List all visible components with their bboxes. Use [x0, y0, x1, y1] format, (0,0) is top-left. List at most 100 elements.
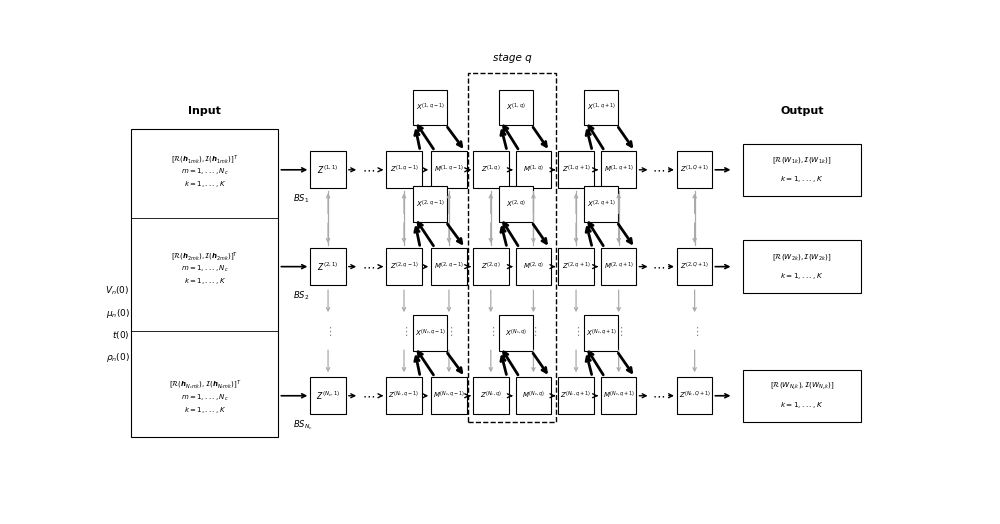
Text: $X^{(2,q-1)}$: $X^{(2,q-1)}$	[416, 199, 445, 210]
Text: $M^{(1,q)}$: $M^{(1,q)}$	[523, 164, 544, 176]
Bar	[431, 377, 467, 414]
Text: $\vdots$: $\vdots$	[572, 325, 580, 337]
Text: $M^{(N_c,q-1)}$: $M^{(N_c,q-1)}$	[433, 390, 465, 401]
Bar	[601, 248, 636, 285]
Text: $\cdots$: $\cdots$	[652, 389, 665, 402]
Text: $[\mathcal{R}(\boldsymbol{h}_{N_cmk}),\mathcal{I}(\boldsymbol{h}_{N_cmk})]^T$: $[\mathcal{R}(\boldsymbol{h}_{N_cmk}),\m…	[169, 379, 241, 392]
Text: $m=1,...,N_c$: $m=1,...,N_c$	[181, 264, 229, 274]
Text: $Z^{(N_c,q+1)}$: $Z^{(N_c,q+1)}$	[560, 390, 592, 401]
Text: $m=1,...,N_c$: $m=1,...,N_c$	[181, 392, 229, 403]
Bar	[677, 151, 712, 188]
Text: $M^{(1,q-1)}$: $M^{(1,q-1)}$	[434, 164, 464, 176]
Text: $Z^{(N_c,q-1)}$: $Z^{(N_c,q-1)}$	[388, 390, 420, 401]
Text: $Z^{(1,q-1)}$: $Z^{(1,q-1)}$	[390, 164, 418, 176]
Text: $[\mathcal{R}(\boldsymbol{h}_{2mk}),\mathcal{I}(\boldsymbol{h}_{2mk})]^T$: $[\mathcal{R}(\boldsymbol{h}_{2mk}),\mat…	[171, 250, 238, 263]
Text: $X^{(1,q+1)}$: $X^{(1,q+1)}$	[587, 102, 616, 113]
Text: $Z^{(N_c,q)}$: $Z^{(N_c,q)}$	[480, 390, 502, 401]
Text: $\cdots$: $\cdots$	[362, 163, 375, 176]
Bar	[386, 377, 422, 414]
Bar	[601, 377, 636, 414]
Text: $M^{(2,q)}$: $M^{(2,q)}$	[523, 261, 544, 272]
Text: $M^{(2,q-1)}$: $M^{(2,q-1)}$	[434, 261, 464, 272]
Bar	[743, 241, 861, 293]
Text: $Z^{(1,Q+1)}$: $Z^{(1,Q+1)}$	[680, 164, 709, 176]
Text: $Z^{(1,q)}$: $Z^{(1,q)}$	[481, 164, 501, 176]
Bar	[601, 151, 636, 188]
Text: $\vdots$: $\vdots$	[324, 325, 332, 337]
Text: $k=1,...,K$: $k=1,...,K$	[780, 173, 824, 184]
Text: $[\mathcal{R}(W_{N_ck}),\mathcal{I}(W_{N_ck})]$: $[\mathcal{R}(W_{N_ck}),\mathcal{I}(W_{N…	[770, 381, 834, 392]
Bar	[431, 248, 467, 285]
Bar	[386, 248, 422, 285]
Bar	[516, 377, 551, 414]
Text: stage q: stage q	[493, 53, 531, 63]
Text: $t(0)$: $t(0)$	[112, 329, 130, 341]
Text: $V_n(0)$: $V_n(0)$	[105, 285, 130, 297]
Text: $X^{(1,q-1)}$: $X^{(1,q-1)}$	[416, 102, 445, 113]
Bar	[499, 187, 533, 222]
Bar	[310, 377, 346, 414]
Bar	[584, 187, 618, 222]
Text: $k=1,...,K$: $k=1,...,K$	[184, 179, 226, 189]
Bar	[516, 151, 551, 188]
Bar	[558, 377, 594, 414]
Text: $\vdots$: $\vdots$	[487, 325, 495, 337]
Text: $Z^{(2,q-1)}$: $Z^{(2,q-1)}$	[390, 261, 418, 272]
Text: $Z^{(2,q)}$: $Z^{(2,q)}$	[481, 261, 501, 272]
Bar	[499, 315, 533, 351]
Bar	[413, 90, 447, 125]
Text: $\mu_n(0)$: $\mu_n(0)$	[106, 307, 130, 320]
Text: $Z^{(1,q+1)}$: $Z^{(1,q+1)}$	[562, 164, 590, 176]
Text: $Z^{(N_c,Q+1)}$: $Z^{(N_c,Q+1)}$	[679, 390, 711, 401]
Text: $M^{(N_c,q+1)}$: $M^{(N_c,q+1)}$	[603, 390, 635, 401]
Bar	[584, 90, 618, 125]
Text: $M^{(1,q+1)}$: $M^{(1,q+1)}$	[604, 164, 634, 176]
Bar	[584, 315, 618, 351]
Text: $M^{(2,q+1)}$: $M^{(2,q+1)}$	[604, 261, 634, 272]
Bar	[516, 248, 551, 285]
Text: $\cdots$: $\cdots$	[652, 163, 665, 176]
Text: $\cdots$: $\cdots$	[652, 260, 665, 273]
Text: $[\mathcal{R}(W_{1k}),\mathcal{I}(W_{1k})]$: $[\mathcal{R}(W_{1k}),\mathcal{I}(W_{1k}…	[772, 156, 832, 166]
Text: $BS_1$: $BS_1$	[293, 192, 309, 205]
Text: $\vdots$: $\vdots$	[445, 325, 453, 337]
Bar	[499, 90, 533, 125]
Text: $X^{(2,q+1)}$: $X^{(2,q+1)}$	[587, 199, 616, 210]
Bar	[743, 369, 861, 422]
Bar	[473, 248, 509, 285]
Text: $Z^{(N_c,1)}$: $Z^{(N_c,1)}$	[316, 389, 340, 402]
Text: $X^{(N_c,q-1)}$: $X^{(N_c,q-1)}$	[415, 328, 446, 339]
Bar	[131, 129, 278, 436]
Bar	[413, 187, 447, 222]
Bar	[386, 151, 422, 188]
Text: $k=1,...,K$: $k=1,...,K$	[184, 276, 226, 286]
Text: $BS_2$: $BS_2$	[293, 289, 309, 302]
Text: $\rho_n(0)$: $\rho_n(0)$	[106, 351, 130, 364]
Bar	[468, 73, 556, 422]
Text: $[\mathcal{R}(\boldsymbol{h}_{1mk}),\mathcal{I}(\boldsymbol{h}_{1mk})]^T$: $[\mathcal{R}(\boldsymbol{h}_{1mk}),\mat…	[171, 154, 238, 166]
Text: $BS_{N_c}$: $BS_{N_c}$	[293, 418, 313, 432]
Bar	[473, 151, 509, 188]
Bar	[431, 151, 467, 188]
Text: $X^{(1,q)}$: $X^{(1,q)}$	[506, 102, 526, 113]
Text: Output: Output	[780, 106, 824, 116]
Text: $Z^{(1,1)}$: $Z^{(1,1)}$	[317, 163, 339, 176]
Text: $\vdots$: $\vdots$	[400, 325, 408, 337]
Text: $\vdots$: $\vdots$	[615, 325, 623, 337]
Text: $k=1,...,K$: $k=1,...,K$	[184, 405, 226, 415]
Bar	[743, 144, 861, 196]
Bar	[310, 248, 346, 285]
Text: $X^{(2,q)}$: $X^{(2,q)}$	[506, 199, 526, 210]
Text: $\vdots$: $\vdots$	[691, 325, 699, 337]
Text: $k=1,...,K$: $k=1,...,K$	[780, 400, 824, 410]
Text: $\cdots$: $\cdots$	[362, 389, 375, 402]
Text: $m=1,...,N_c$: $m=1,...,N_c$	[181, 167, 229, 177]
Text: $X^{(N_c,q)}$: $X^{(N_c,q)}$	[505, 328, 527, 339]
Bar	[677, 248, 712, 285]
Text: $[\mathcal{R}(W_{2k}),\mathcal{I}(W_{2k})]$: $[\mathcal{R}(W_{2k}),\mathcal{I}(W_{2k}…	[772, 253, 832, 263]
Text: $k=1,...,K$: $k=1,...,K$	[780, 270, 824, 280]
Bar	[473, 377, 509, 414]
Bar	[558, 151, 594, 188]
Bar	[558, 248, 594, 285]
Text: $M^{(N_c,q)}$: $M^{(N_c,q)}$	[522, 390, 545, 401]
